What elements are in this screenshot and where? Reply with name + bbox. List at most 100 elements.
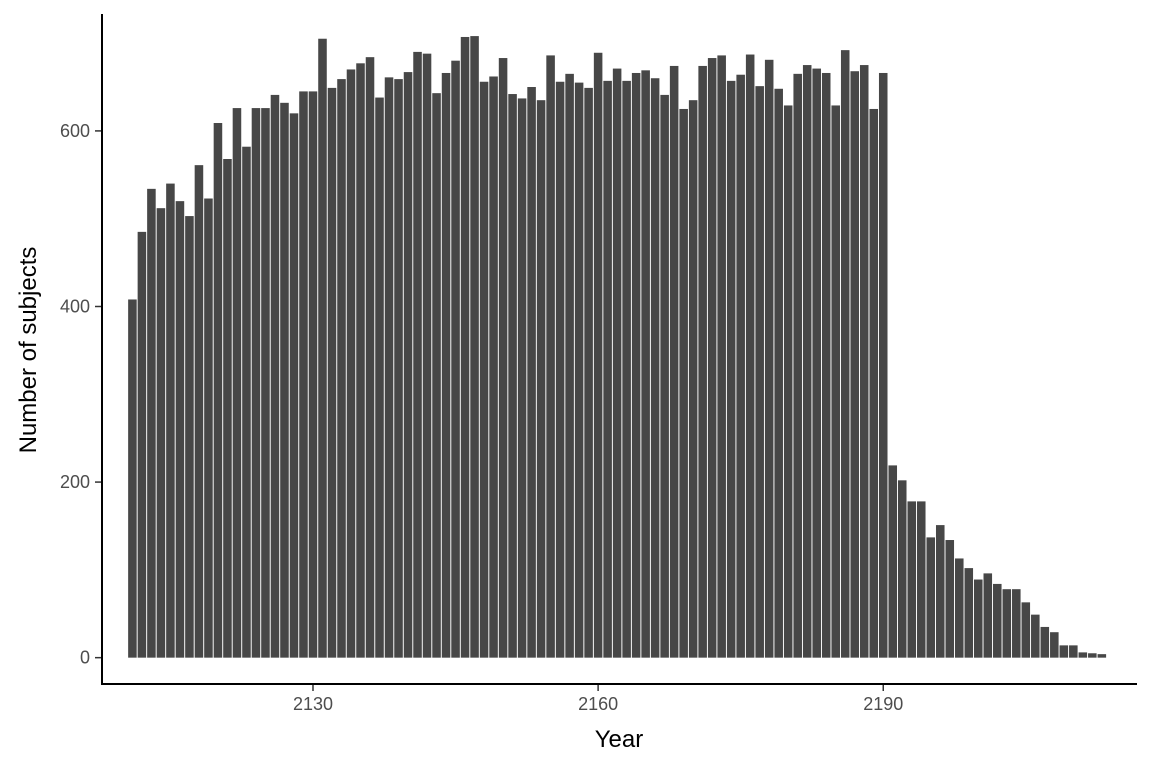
bar-2123: [242, 146, 251, 658]
x-tick-label-2190: 2190: [863, 694, 903, 714]
ticks-group: 0 200 400 600 2130 2160 2190: [60, 121, 903, 714]
bar-2186: [840, 50, 850, 658]
bar-2213: [1097, 654, 1107, 658]
bar-2205: [1021, 602, 1031, 658]
bar-2162: [612, 68, 622, 658]
bar-2159: [584, 87, 593, 658]
bar-2140: [403, 72, 413, 658]
bar-2146: [460, 36, 470, 658]
bar-2192: [897, 480, 907, 658]
bar-2130: [308, 91, 318, 658]
bar-2170: [688, 100, 698, 658]
bar-2133: [337, 79, 346, 658]
bar-2141: [413, 51, 422, 658]
bar-2182: [802, 65, 812, 658]
bar-2125: [261, 108, 270, 658]
bar-2124: [251, 108, 261, 658]
y-tick-label-200: 200: [60, 472, 90, 492]
bar-2156: [555, 81, 565, 658]
bar-2129: [299, 91, 308, 658]
y-tick-label-0: 0: [80, 648, 90, 668]
x-tick-label-2160: 2160: [578, 694, 618, 714]
bar-2137: [375, 97, 384, 658]
bar-2199: [964, 568, 974, 658]
bar-2198: [955, 558, 964, 658]
bar-2157: [565, 73, 574, 658]
bar-2153: [527, 87, 536, 658]
bar-2142: [422, 53, 432, 658]
bar-2201: [983, 573, 993, 658]
bar-2114: [156, 208, 166, 658]
bar-2204: [1012, 589, 1021, 658]
bar-2172: [707, 58, 717, 658]
bar-2131: [318, 38, 327, 658]
bar-2138: [384, 77, 394, 658]
bar-2174: [726, 80, 736, 658]
bar-2179: [774, 88, 783, 658]
bar-2212: [1088, 653, 1097, 658]
bar-2209: [1059, 645, 1069, 658]
bar-2132: [327, 87, 337, 658]
bar-2111: [128, 299, 137, 658]
bar-2115: [166, 183, 175, 658]
bar-2150: [498, 58, 508, 658]
y-axis-title: Number of subjects: [15, 247, 42, 454]
bar-2134: [346, 69, 356, 658]
bar-2211: [1078, 652, 1088, 658]
bar-2117: [185, 216, 194, 658]
bar-2135: [356, 63, 365, 658]
bar-2128: [289, 113, 299, 658]
bar-2185: [831, 105, 840, 658]
bar-2143: [432, 93, 441, 658]
bar-2176: [745, 54, 755, 658]
bar-2207: [1040, 626, 1050, 658]
bar-2119: [204, 198, 213, 658]
bar-2169: [679, 108, 688, 658]
bar-2136: [365, 57, 375, 658]
bar-2197: [945, 540, 955, 658]
bar-2184: [821, 72, 831, 658]
bar-2152: [517, 98, 527, 658]
y-tick-label-400: 400: [60, 296, 90, 316]
bar-2181: [793, 73, 802, 658]
bar-2112: [137, 231, 147, 658]
bars-group: [128, 36, 1107, 658]
bar-2126: [270, 94, 280, 658]
bar-2147: [470, 36, 479, 658]
bar-2151: [508, 94, 517, 658]
bar-2160: [593, 52, 603, 658]
bar-2171: [698, 65, 707, 658]
bar-2139: [394, 79, 403, 658]
bar-2210: [1069, 645, 1078, 658]
x-tick-label-2130: 2130: [293, 694, 333, 714]
bar-2116: [175, 201, 185, 658]
bar-2200: [974, 579, 983, 658]
bar-2163: [622, 80, 631, 658]
bar-2196: [935, 525, 945, 658]
bar-2145: [451, 60, 460, 658]
bar-2166: [650, 78, 660, 658]
bar-2178: [764, 59, 774, 658]
bar-2177: [755, 86, 764, 658]
bar-2191: [888, 465, 898, 658]
bar-2183: [812, 68, 821, 658]
bar-2195: [926, 537, 936, 658]
x-axis-title: Year: [595, 726, 644, 753]
bar-2203: [1002, 589, 1012, 658]
bar-2148: [479, 81, 489, 658]
bar-2175: [736, 74, 745, 658]
bar-2180: [783, 105, 793, 658]
bar-2208: [1050, 632, 1059, 658]
bar-2155: [546, 55, 555, 658]
bar-2188: [859, 65, 869, 658]
bar-2121: [223, 159, 232, 658]
bar-2206: [1031, 614, 1040, 658]
bar-2190: [878, 72, 888, 658]
bar-2189: [869, 108, 879, 658]
y-tick-label-600: 600: [60, 121, 90, 141]
bar-2202: [993, 583, 1002, 658]
bar-2113: [147, 188, 156, 658]
bar-2158: [574, 82, 584, 658]
bar-2149: [489, 76, 498, 658]
